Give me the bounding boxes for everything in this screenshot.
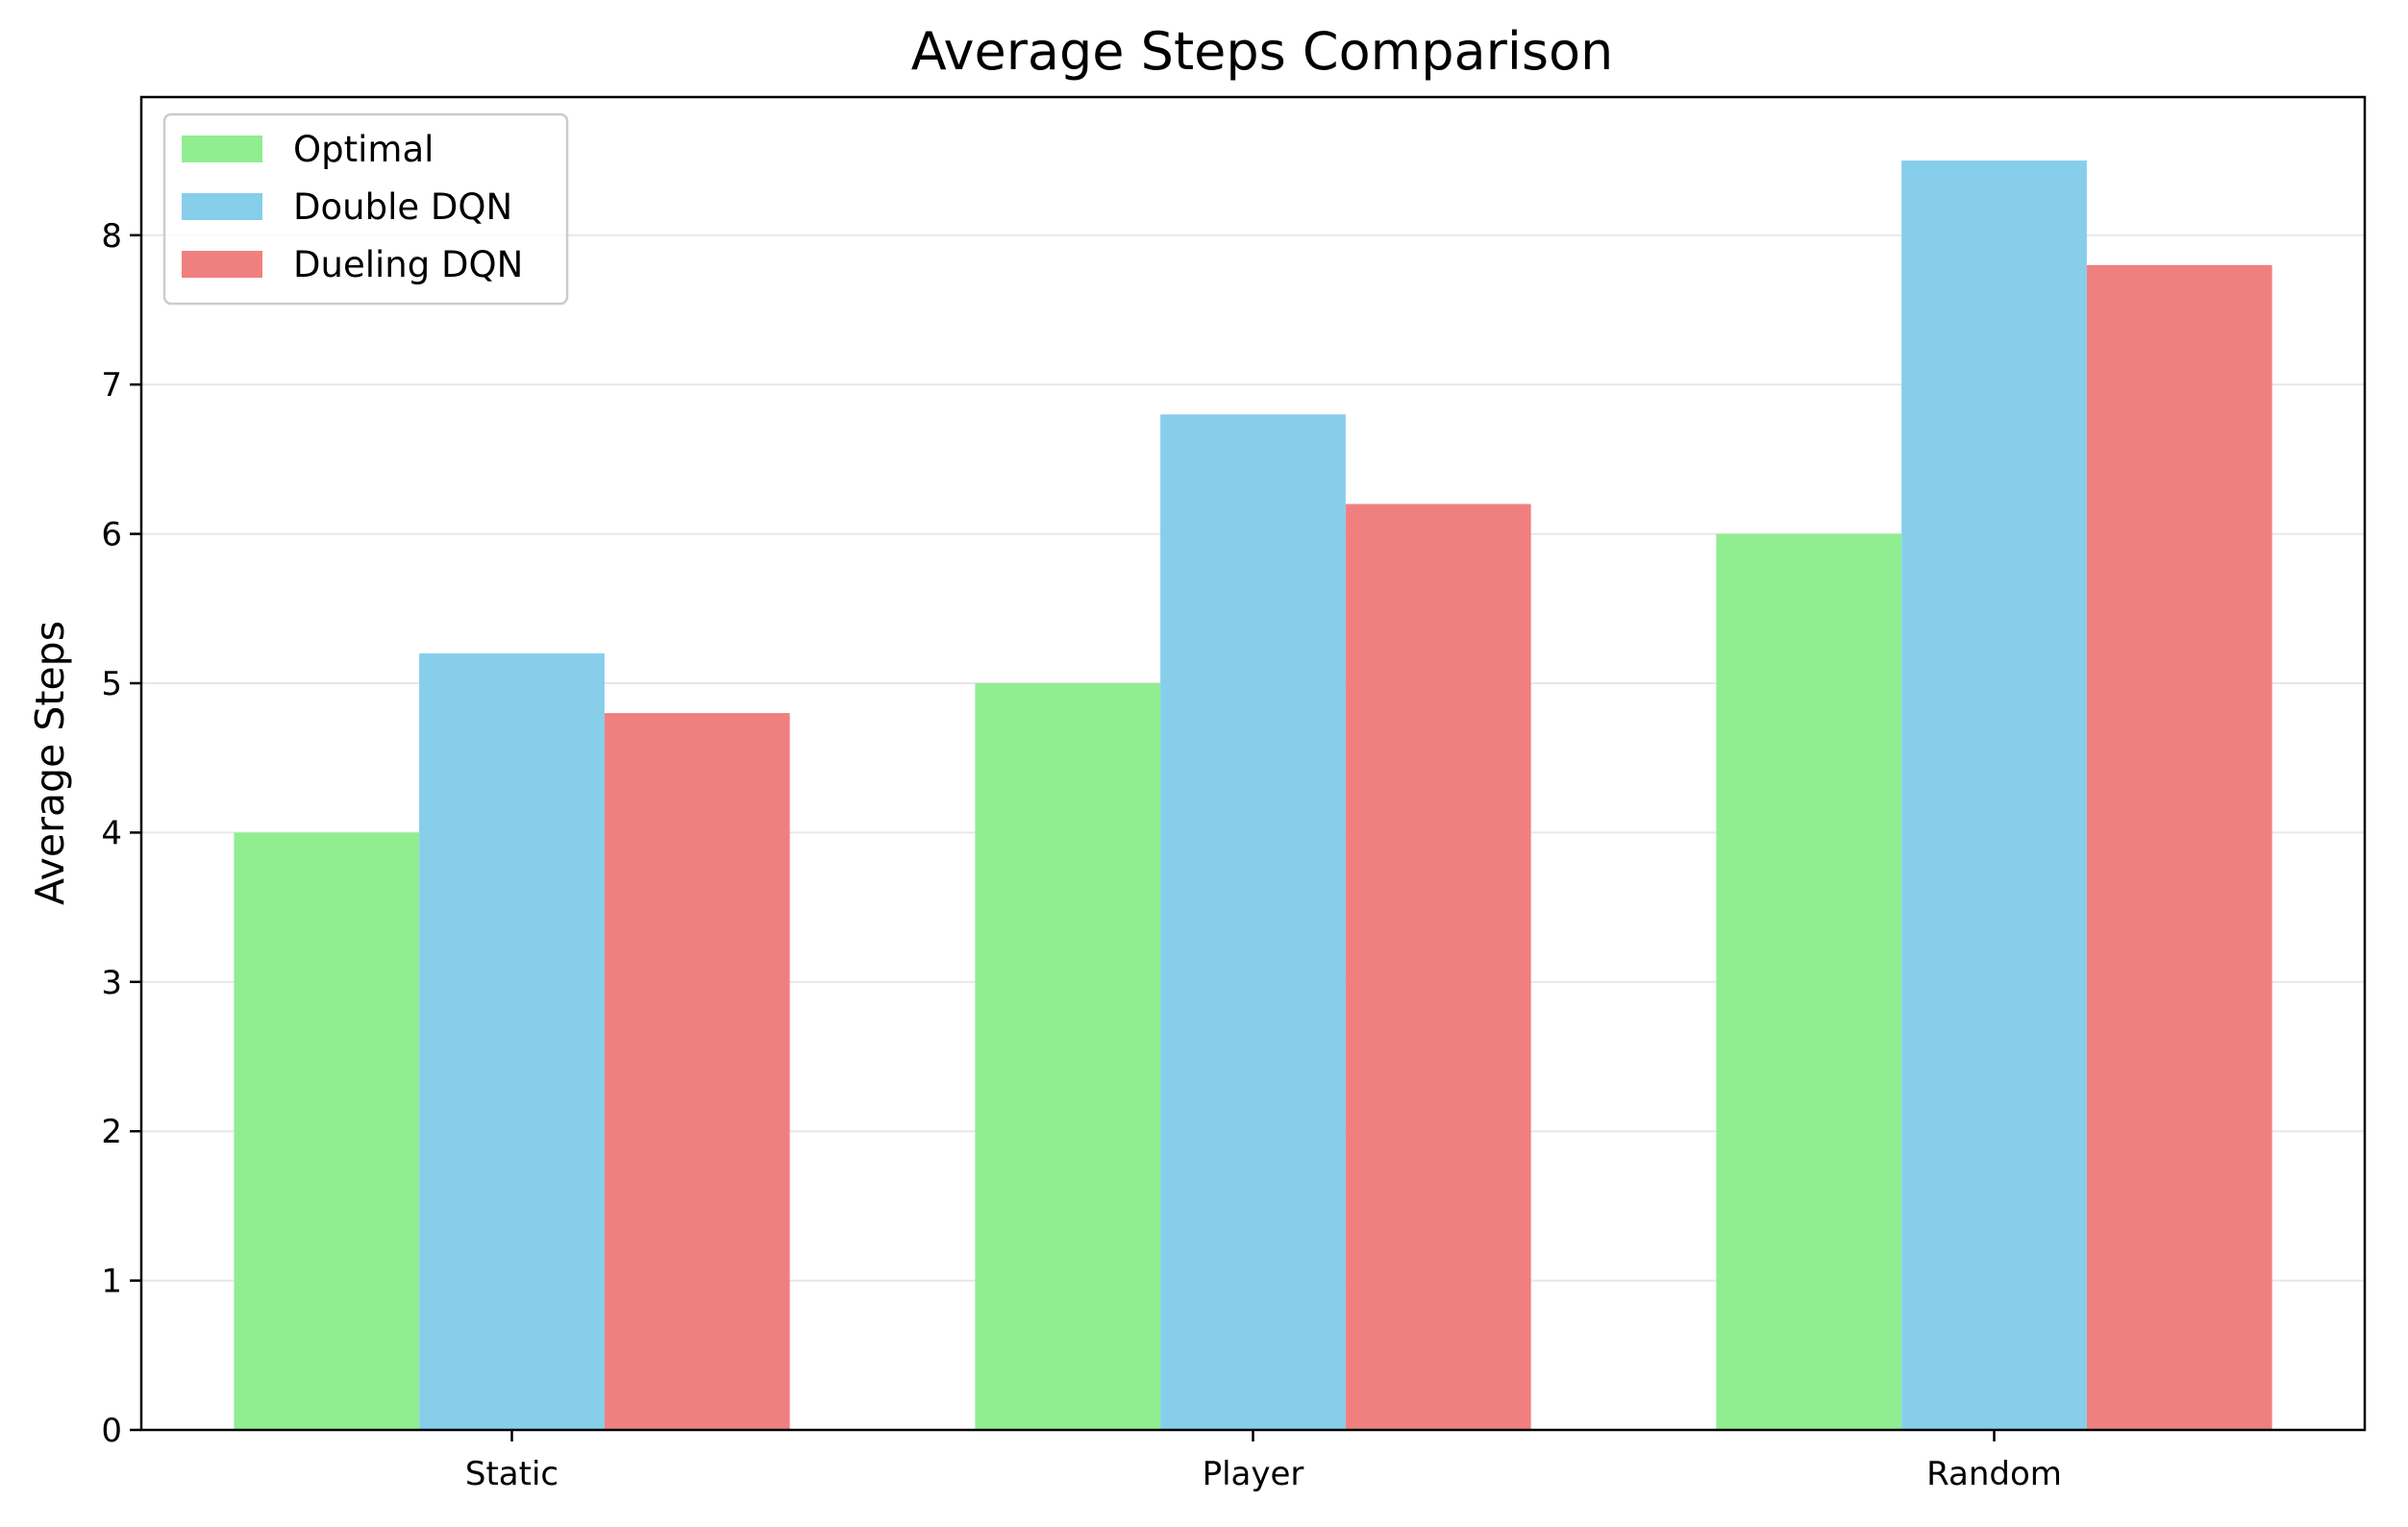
bar <box>1716 533 1902 1430</box>
legend: Optimal Double DQN Dueling DQN <box>162 112 569 306</box>
y-axis-ticks: 0 1 2 3 4 5 6 7 8 <box>101 217 141 1450</box>
chart-title: Average Steps Comparison <box>911 21 1613 82</box>
y-tick-label: 1 <box>101 1263 122 1301</box>
y-tick-label: 0 <box>101 1412 122 1450</box>
legend-label: Dueling DQN <box>293 244 523 285</box>
y-tick-label: 2 <box>101 1113 122 1151</box>
bar <box>419 653 605 1430</box>
y-tick-label: 6 <box>101 516 122 554</box>
bar <box>1345 504 1531 1430</box>
legend-label: Double DQN <box>293 186 512 228</box>
x-tick-label: Random <box>1926 1455 2062 1493</box>
x-tick-label: Player <box>1203 1455 1304 1493</box>
bar <box>604 713 790 1430</box>
y-axis-title: Average Steps <box>27 621 73 905</box>
x-tick-label: Static <box>465 1455 559 1493</box>
legend-swatch <box>182 251 262 278</box>
bar <box>975 682 1161 1430</box>
series-optimal <box>234 533 1902 1430</box>
y-tick-label: 7 <box>101 366 122 405</box>
bar <box>1901 160 2087 1431</box>
bar <box>2086 264 2272 1431</box>
bars <box>234 160 2272 1431</box>
series-double-dqn <box>419 160 2087 1431</box>
legend-label: Optimal <box>293 129 434 170</box>
y-tick-label: 8 <box>101 217 122 256</box>
legend-swatch <box>182 193 262 220</box>
x-axis-ticks: Static Player Random <box>465 1430 2062 1493</box>
y-tick-label: 4 <box>101 814 122 852</box>
y-tick-label: 3 <box>101 964 122 1002</box>
series-dueling-dqn <box>604 264 2272 1431</box>
bar <box>1160 414 1346 1431</box>
legend-frame <box>162 112 569 306</box>
bar <box>234 832 420 1430</box>
legend-swatch <box>182 135 262 162</box>
y-tick-label: 5 <box>101 665 122 703</box>
